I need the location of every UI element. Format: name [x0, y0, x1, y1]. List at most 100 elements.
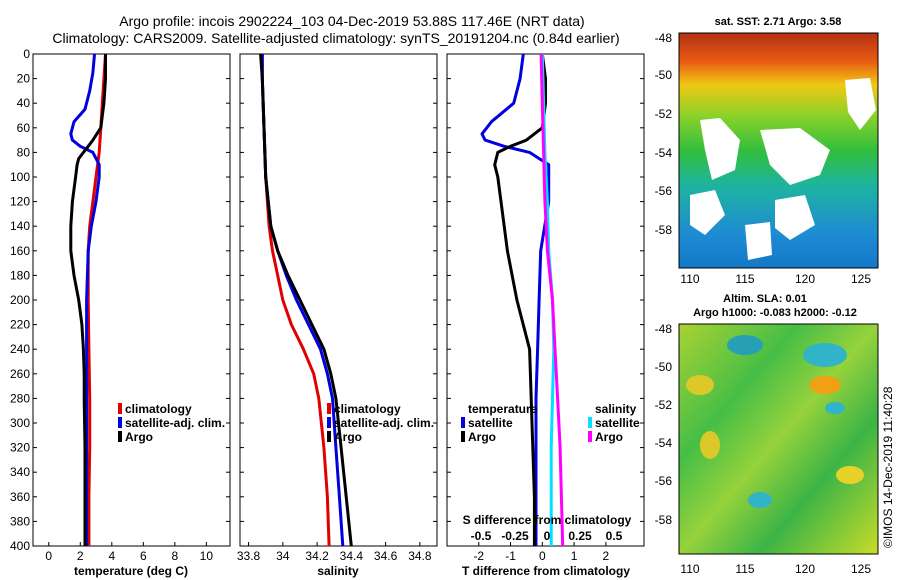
x-tick-label: 0 — [539, 549, 546, 563]
sst-cloud-mask — [700, 118, 740, 180]
temperature-xlabel: temperature (deg C) — [74, 564, 188, 578]
depth-tick-label: 140 — [10, 219, 30, 233]
difference-legend: temperature satellite Argo salinity sate… — [461, 402, 640, 444]
x-tick-labels: 0 2 4 6 8 10 33.8 34 34.2 34.4 34.6 34.8 -2 -1 0 1 2 — [45, 549, 609, 563]
legend-label: satellite-adj. clim. — [125, 416, 225, 430]
sla-map-title: Altim. SLA: 0.01 — [723, 293, 807, 305]
s-tick-label: -0.5 — [471, 529, 492, 543]
legend-label: climatology — [125, 402, 192, 416]
legend-title-salinity: salinity — [595, 402, 637, 416]
s-tick-label: 0.5 — [606, 529, 623, 543]
depth-tick-label: 380 — [10, 514, 30, 528]
lon-tick: 110 — [680, 562, 699, 576]
s-tick-label: -0.25 — [501, 529, 529, 543]
sla-anomaly — [836, 466, 864, 484]
depth-tick-label: 200 — [10, 293, 30, 307]
depth-tick-label: 0 — [23, 47, 30, 61]
depth-tick-label: 240 — [10, 342, 30, 356]
x-tick-label: 34 — [276, 549, 290, 563]
lon-tick: 120 — [795, 272, 815, 286]
lon-tick: 120 — [795, 562, 815, 576]
x-tick-label: 0 — [45, 549, 52, 563]
lat-tick: -56 — [655, 184, 673, 198]
x-tick-label: 2 — [603, 549, 610, 563]
series-line-satellite-adj-clim- — [69, 53, 101, 546]
legend-label: satellite — [468, 416, 513, 430]
sst-cloud-mask — [760, 128, 830, 185]
sla-anomaly — [809, 376, 841, 394]
sla-anomaly — [748, 492, 772, 508]
depth-tick-label: 120 — [10, 195, 30, 209]
legend-label: Argo — [595, 430, 623, 444]
lat-tick: -56 — [655, 474, 673, 488]
sst-cloud-mask — [845, 78, 876, 130]
sst-cloud-mask — [775, 195, 815, 240]
depth-tick-label: 180 — [10, 268, 30, 282]
temperature-lines — [69, 53, 107, 546]
depth-tick-label: 80 — [17, 145, 31, 159]
legend-swatch-s-satellite — [588, 417, 592, 428]
s-difference-label: S difference from climatology — [463, 513, 632, 527]
legend-swatch-s-argo — [588, 431, 592, 442]
series-line-climatology — [86, 53, 107, 546]
imos-timestamp: ©IMOS 14-Dec-2019 11:40:28 — [881, 386, 895, 548]
lat-tick: -50 — [655, 360, 673, 374]
temperature-legend: climatology satellite-adj. clim. Argo — [118, 402, 225, 444]
depth-tick-label: 280 — [10, 391, 30, 405]
depth-tick-label: 40 — [17, 96, 31, 110]
s-tick-label: 0 — [544, 529, 551, 543]
depth-tick-label: 60 — [17, 121, 31, 135]
depth-tick-label: 260 — [10, 367, 30, 381]
depth-tick-label: 400 — [10, 539, 30, 553]
legend-swatch-t-argo — [461, 431, 465, 442]
x-tick-label: 4 — [108, 549, 115, 563]
s-tick-label: 0.25 — [568, 529, 592, 543]
legend-swatch-t-satellite — [461, 417, 465, 428]
depth-tick-label: 220 — [10, 318, 30, 332]
lon-tick: 115 — [735, 562, 754, 576]
depth-tick-labels: 0 20 40 60 80 100 120 140 160 180 200 220 240 260 280 3… — [10, 47, 30, 553]
lat-tick: -48 — [655, 31, 673, 45]
x-tick-label: 2 — [77, 549, 84, 563]
sst-map-title: sat. SST: 2.71 Argo: 3.58 — [715, 16, 842, 28]
sla-anomaly — [686, 375, 714, 395]
depth-tick-label: 160 — [10, 244, 30, 258]
legend-label: climatology — [334, 402, 401, 416]
x-tick-label: 10 — [200, 549, 214, 563]
sla-map — [678, 323, 879, 555]
legend-label: satellite — [595, 416, 640, 430]
lon-tick: 125 — [851, 562, 871, 576]
title-line1: Argo profile: incois 2902224_103 04-Dec-… — [119, 13, 584, 29]
legend-swatch-climatology — [118, 403, 122, 414]
legend-label: Argo — [334, 430, 362, 444]
sla-map-subtitle: Argo h1000: -0.083 h2000: -0.12 — [693, 307, 857, 319]
sla-anomaly — [727, 335, 763, 355]
legend-label: Argo — [125, 430, 153, 444]
lon-tick: 125 — [851, 272, 871, 286]
depth-tick-label: 340 — [10, 465, 30, 479]
x-tick-label: 6 — [140, 549, 147, 563]
x-tick-label: 8 — [171, 549, 178, 563]
lat-tick: -50 — [655, 68, 673, 82]
lat-tick: -52 — [655, 107, 673, 121]
lon-tick: 115 — [735, 272, 754, 286]
lat-tick: -54 — [655, 146, 673, 160]
lat-tick: -52 — [655, 398, 673, 412]
salinity-lines — [259, 53, 353, 547]
difference-xlabel: T difference from climatology — [462, 564, 630, 578]
sst-map — [678, 32, 879, 269]
legend-label: Argo — [468, 430, 496, 444]
depth-tick-label: 320 — [10, 441, 30, 455]
x-tick-label: 34.4 — [340, 549, 364, 563]
lat-tick: -48 — [655, 322, 673, 336]
sst-map-frame — [678, 32, 879, 269]
depth-tick-label: 20 — [17, 72, 31, 86]
x-tick-label: 33.8 — [237, 549, 261, 563]
sla-anomaly — [700, 431, 720, 459]
sla-ticks: -48 -50 -52 -54 -56 -58 110 115 120 125 — [655, 322, 872, 576]
lon-tick: 110 — [680, 272, 699, 286]
legend-swatch-satellite — [327, 417, 331, 428]
legend-swatch-climatology — [327, 403, 331, 414]
x-tick-label: -2 — [473, 549, 484, 563]
